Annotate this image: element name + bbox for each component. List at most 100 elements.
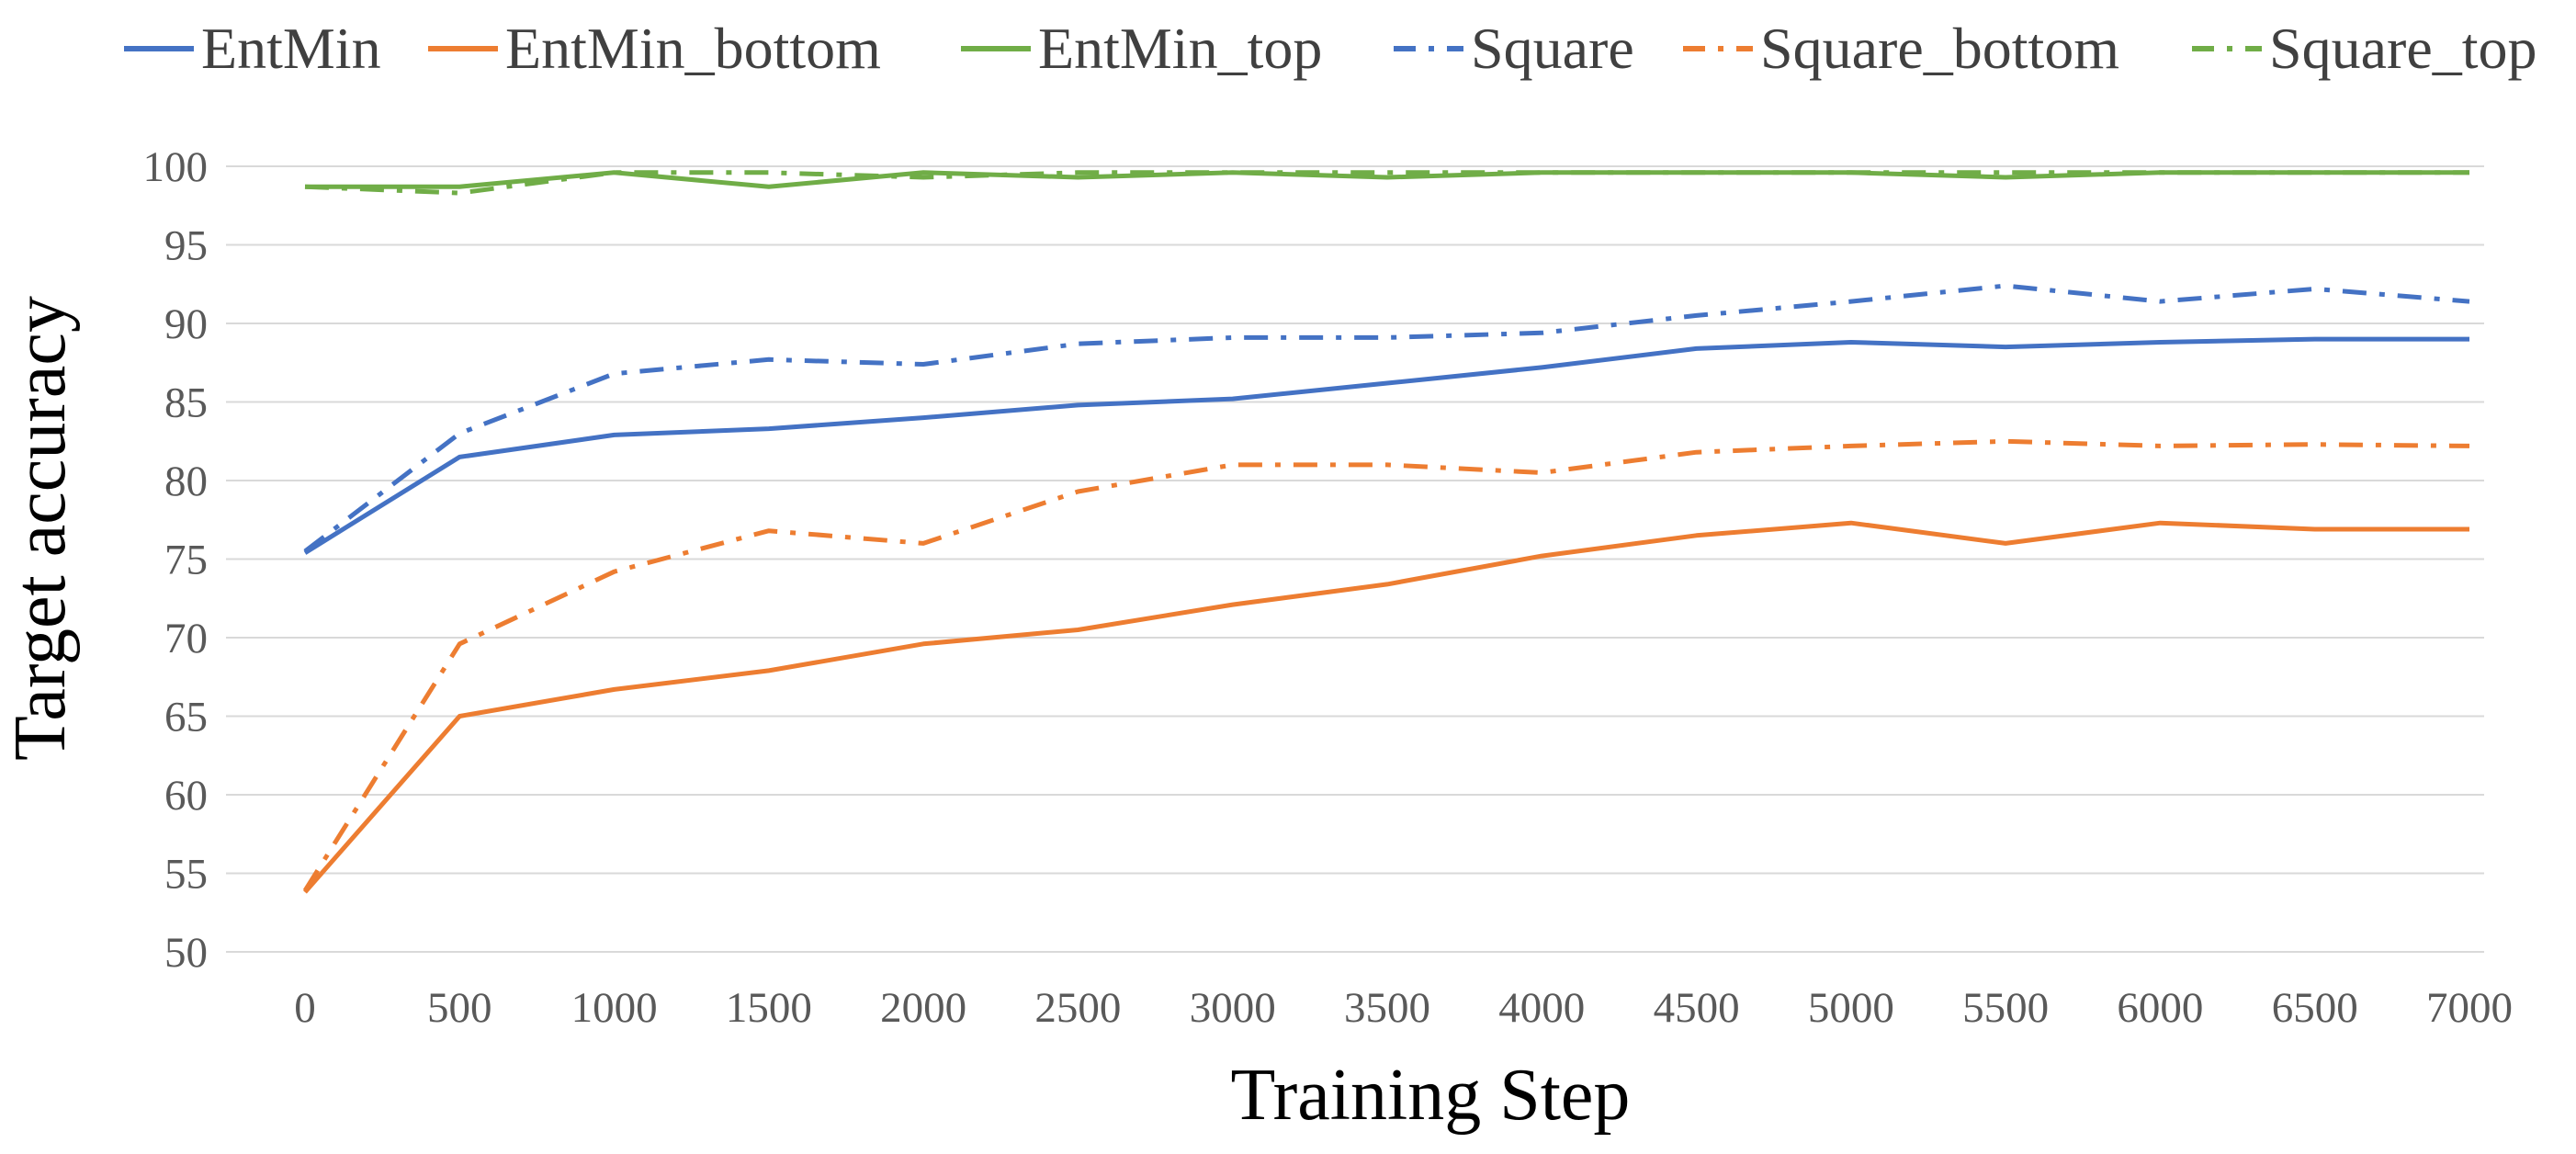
data-point <box>2312 170 2318 175</box>
series-line-square-bottom <box>302 438 2470 892</box>
data-point <box>2003 175 2008 180</box>
data-point <box>302 888 308 893</box>
data-point <box>457 454 462 459</box>
data-point <box>1539 170 1544 175</box>
data-point <box>1694 449 1700 455</box>
data-point <box>921 361 926 367</box>
data-point <box>1230 396 1236 402</box>
series-line-square <box>303 283 2470 553</box>
data-point <box>1075 402 1080 408</box>
x-tick-label: 5000 <box>1808 984 1894 1032</box>
data-point <box>2467 526 2472 532</box>
x-tick-label: 6000 <box>2117 984 2203 1032</box>
legend-label: Square <box>1471 16 1634 81</box>
data-point <box>766 668 772 673</box>
data-point <box>921 175 926 180</box>
data-point <box>921 641 926 647</box>
series-lines <box>302 170 2472 894</box>
data-point <box>1848 340 1854 345</box>
data-point <box>1384 170 1390 175</box>
data-point <box>766 184 772 189</box>
data-point <box>2312 526 2318 532</box>
data-point <box>2003 283 2008 288</box>
y-tick-label: 65 <box>164 694 208 741</box>
x-tick-label: 500 <box>427 984 492 1032</box>
y-axis-ticks: 50 55 60 65 70 75 80 85 90 95 100 <box>143 143 209 977</box>
legend-label: EntMin_top <box>1038 16 1322 81</box>
data-point <box>1848 520 1854 526</box>
data-point <box>921 170 926 175</box>
x-axis-ticks: 0 500 1000 1500 2000 2500 3000 3500 4000 4500 5000… <box>294 984 2513 1032</box>
data-point <box>766 356 772 362</box>
legend: EntMin EntMin_bottom EntMin_top Square Squar… <box>124 16 2537 81</box>
data-point <box>2003 170 2008 175</box>
x-tick-label: 4500 <box>1654 984 1740 1032</box>
y-tick-label: 50 <box>164 929 208 977</box>
data-point <box>1075 175 1080 180</box>
data-point <box>457 431 462 436</box>
legend-label: EntMin_bottom <box>505 16 881 81</box>
y-tick-label: 60 <box>164 772 208 820</box>
data-point <box>457 641 462 647</box>
y-tick-label: 100 <box>143 143 209 191</box>
data-point <box>2312 286 2318 291</box>
x-tick-label: 7000 <box>2426 984 2513 1032</box>
data-point <box>1075 489 1080 494</box>
gridlines <box>226 165 2484 953</box>
data-point <box>612 432 617 437</box>
x-tick-label: 1500 <box>726 984 812 1032</box>
y-tick-label: 70 <box>164 615 208 662</box>
data-point <box>1848 443 1854 448</box>
data-point <box>457 184 462 189</box>
y-tick-label: 95 <box>164 222 208 270</box>
data-point <box>2312 442 2318 447</box>
data-point <box>612 686 617 692</box>
y-tick-label: 85 <box>164 379 208 427</box>
data-point <box>1075 170 1080 175</box>
series-line-entmin-bottom <box>303 520 2469 894</box>
data-point <box>1384 582 1390 587</box>
y-tick-label: 90 <box>164 300 208 348</box>
x-tick-label: 1000 <box>571 984 658 1032</box>
data-point <box>1539 470 1544 475</box>
series-line-square-top <box>304 170 2469 196</box>
x-axis-title: Training Step <box>1231 1055 1631 1136</box>
data-point <box>1230 462 1236 468</box>
data-point <box>2157 170 2163 175</box>
data-point <box>302 549 308 554</box>
data-point <box>2157 520 2163 526</box>
data-point <box>1539 553 1544 559</box>
data-point <box>766 528 772 534</box>
x-tick-label: 6500 <box>2272 984 2358 1032</box>
data-point <box>612 170 617 175</box>
data-point <box>1230 602 1236 607</box>
data-point <box>1848 299 1854 304</box>
data-point <box>1384 462 1390 468</box>
data-point <box>457 190 462 196</box>
data-point <box>766 170 772 175</box>
data-point <box>2312 336 2318 342</box>
x-tick-label: 3500 <box>1344 984 1430 1032</box>
data-point <box>1384 334 1390 340</box>
data-point <box>766 426 772 432</box>
data-point <box>1384 380 1390 386</box>
data-point <box>2467 336 2472 342</box>
x-tick-label: 0 <box>294 984 316 1032</box>
data-point <box>2157 443 2163 448</box>
data-point <box>2467 443 2472 448</box>
data-point <box>1539 330 1544 335</box>
series-line-entmin <box>303 336 2469 555</box>
y-tick-label: 55 <box>164 851 208 899</box>
data-point <box>1384 175 1390 180</box>
data-point <box>302 184 308 189</box>
data-point <box>457 714 462 719</box>
x-tick-label: 4000 <box>1498 984 1585 1032</box>
data-point <box>1694 533 1700 538</box>
data-point <box>2003 540 2008 546</box>
data-point <box>1075 627 1080 632</box>
y-axis-title: Target accuracy <box>0 296 81 761</box>
data-point <box>612 569 617 574</box>
data-point <box>2157 340 2163 345</box>
legend-label: EntMin <box>201 16 381 81</box>
